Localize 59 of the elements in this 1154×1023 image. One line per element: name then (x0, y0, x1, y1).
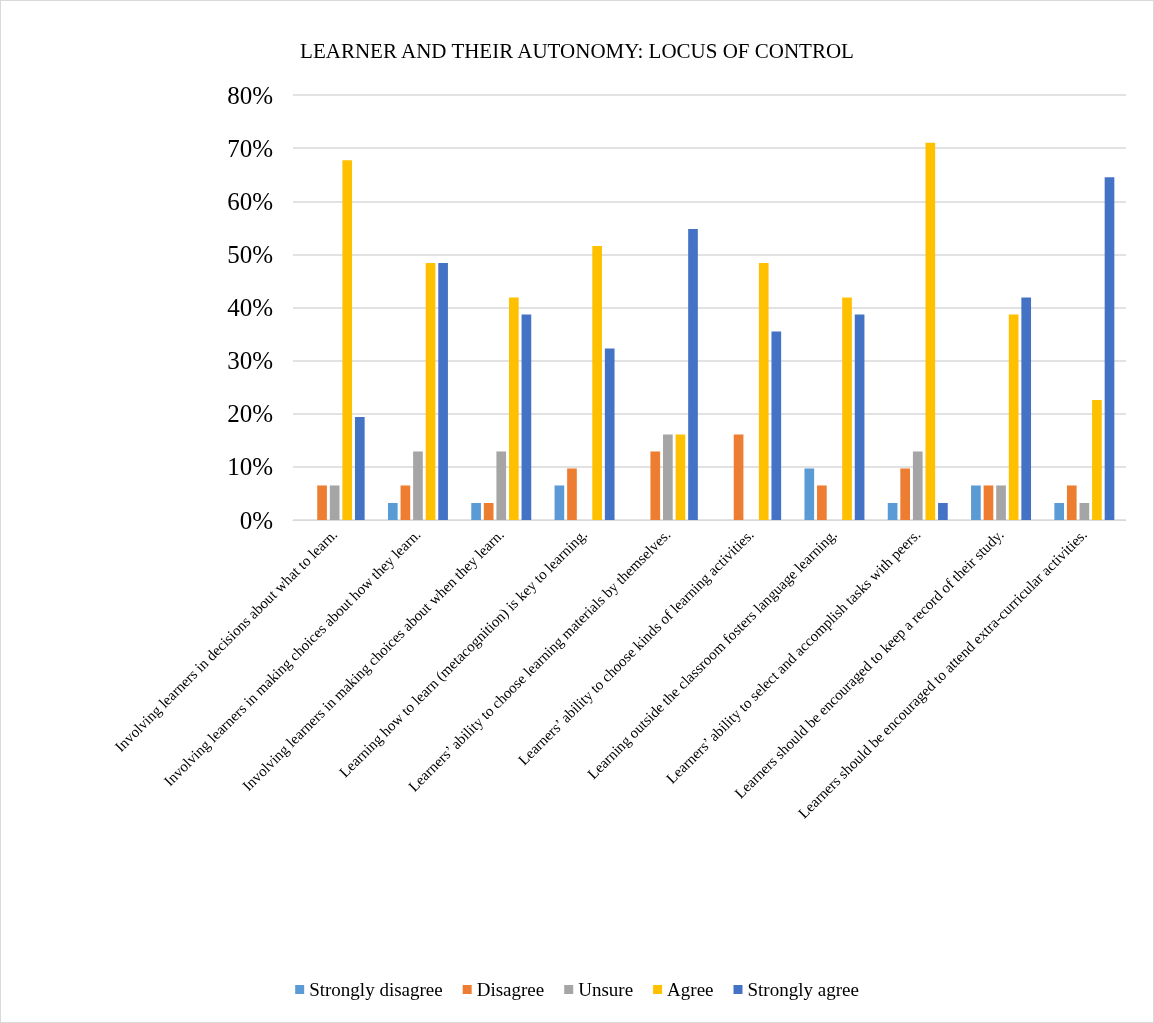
y-tick-label: 70% (227, 134, 273, 162)
bar (983, 485, 994, 520)
bar (996, 485, 1006, 520)
bar (1092, 399, 1102, 520)
bar (675, 434, 686, 520)
bar (900, 468, 911, 520)
bar (1054, 503, 1065, 520)
bar (567, 468, 577, 520)
bar (1104, 177, 1115, 520)
bar (438, 262, 448, 520)
legend-label: Strongly agree (747, 979, 859, 1000)
bar (317, 485, 327, 520)
bar (733, 434, 744, 520)
bar (1008, 314, 1019, 520)
bar (483, 503, 494, 520)
legend-label: Agree (667, 979, 714, 1000)
legend-label: Disagree (476, 979, 545, 1000)
bar (771, 331, 782, 520)
bar (471, 503, 481, 520)
bar (354, 416, 365, 520)
bar (688, 228, 698, 520)
bar (842, 297, 852, 520)
y-tick-label: 0% (239, 506, 273, 534)
bar (925, 142, 936, 520)
y-tick-label: 20% (227, 400, 273, 428)
bar (604, 348, 615, 520)
bar (938, 503, 948, 520)
bar (758, 262, 769, 520)
bar (971, 485, 981, 520)
chart-title: LEARNER AND THEIR AUTONOMY: LOCUS OF CONTROL (300, 38, 854, 63)
y-tick-label: 50% (227, 240, 273, 268)
bar (508, 297, 519, 520)
bar (887, 503, 898, 520)
y-tick-label: 80% (227, 81, 273, 109)
y-tick-label: 60% (227, 187, 273, 215)
bar (400, 485, 411, 520)
bar (1066, 485, 1077, 520)
bar (650, 451, 661, 520)
bar (554, 485, 565, 520)
bar (817, 485, 827, 520)
bar (425, 262, 436, 520)
bar (592, 245, 602, 520)
bar (854, 314, 865, 520)
bar (387, 503, 398, 520)
bar (413, 451, 423, 520)
bar (496, 451, 507, 520)
bar (329, 485, 340, 520)
bar (804, 468, 815, 520)
bar (342, 160, 353, 520)
bar (521, 314, 532, 520)
bar (663, 434, 673, 520)
y-tick-label: 10% (227, 453, 273, 481)
y-tick-label: 30% (227, 347, 273, 375)
bar (1079, 503, 1090, 520)
y-tick-label: 40% (227, 294, 273, 321)
bar (1021, 297, 1032, 520)
bar (912, 451, 923, 520)
legend-label: Strongly disagree (309, 979, 443, 1000)
legend-label: Unsure (578, 979, 634, 1000)
